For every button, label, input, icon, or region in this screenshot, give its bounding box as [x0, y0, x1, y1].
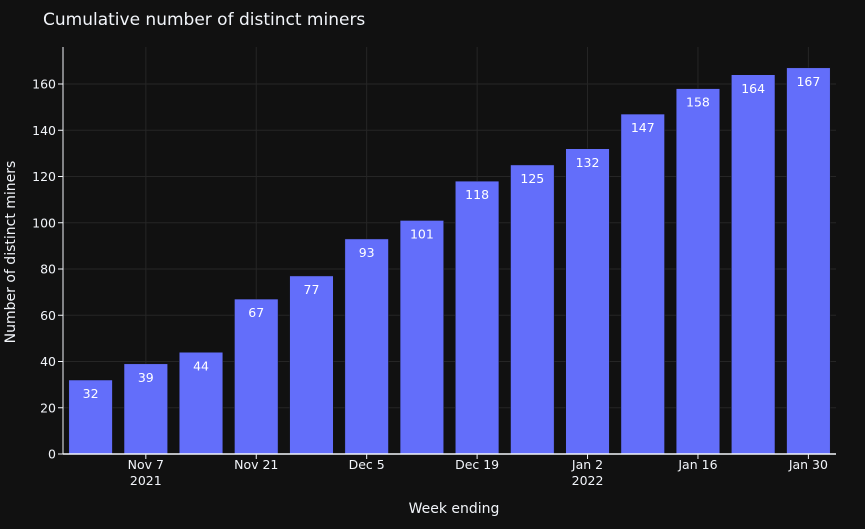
data-label: 93: [359, 245, 375, 260]
data-label: 44: [193, 358, 209, 373]
bar: [289, 275, 334, 455]
bar: [344, 238, 389, 455]
y-tick-label: 0: [48, 447, 56, 462]
bar: [455, 180, 500, 455]
data-label: 77: [304, 282, 320, 297]
y-tick-label: 120: [32, 169, 56, 184]
bar: [620, 113, 665, 455]
x-tick-label: Jan 2: [571, 457, 603, 472]
bar: [731, 74, 776, 455]
y-tick-label: 160: [32, 77, 56, 92]
y-tick-label: 40: [40, 354, 56, 369]
x-tick-year-label: 2022: [572, 473, 604, 488]
bar: [123, 363, 168, 455]
x-axis-title: Week ending: [409, 501, 500, 517]
bar: [234, 298, 279, 455]
bar: [786, 67, 831, 455]
data-label: 39: [138, 370, 154, 385]
data-label: 101: [410, 226, 434, 241]
x-tick-label: Dec 5: [349, 457, 385, 472]
chart-title: Cumulative number of distinct miners: [43, 10, 365, 30]
x-tick-label: Nov 21: [234, 457, 278, 472]
data-label: 158: [686, 95, 710, 110]
bar: [675, 88, 721, 455]
y-tick-label: 80: [40, 262, 56, 277]
x-tick-year-label: 2021: [130, 473, 162, 488]
data-label: 125: [520, 171, 544, 186]
bar: [178, 352, 224, 455]
grid-lines: [63, 47, 836, 454]
bar: [399, 220, 444, 455]
y-tick-label: 60: [40, 308, 56, 323]
y-tick-label: 140: [32, 123, 56, 138]
y-tick-label: 20: [40, 400, 56, 415]
x-tick-label: Dec 19: [455, 457, 499, 472]
data-label: 67: [248, 305, 264, 320]
x-tick-label: Jan 30: [788, 457, 828, 472]
bar: [510, 164, 555, 455]
data-label: 167: [796, 74, 820, 89]
data-label: 147: [631, 120, 655, 135]
bars: 32 39 44 67 77 93 101 118 125 132 147 158 164 167: [68, 67, 831, 455]
y-axis-title: Number of distinct miners: [3, 161, 19, 344]
data-label: 32: [83, 386, 99, 401]
x-tick-label: Jan 16: [677, 457, 717, 472]
bar: [68, 379, 113, 455]
y-tick-label: 100: [32, 215, 56, 230]
bar: [565, 148, 610, 455]
x-tick-label: Nov 7: [128, 457, 164, 472]
data-label: 164: [741, 81, 765, 96]
data-label: 118: [465, 187, 489, 202]
data-label: 132: [576, 155, 600, 170]
